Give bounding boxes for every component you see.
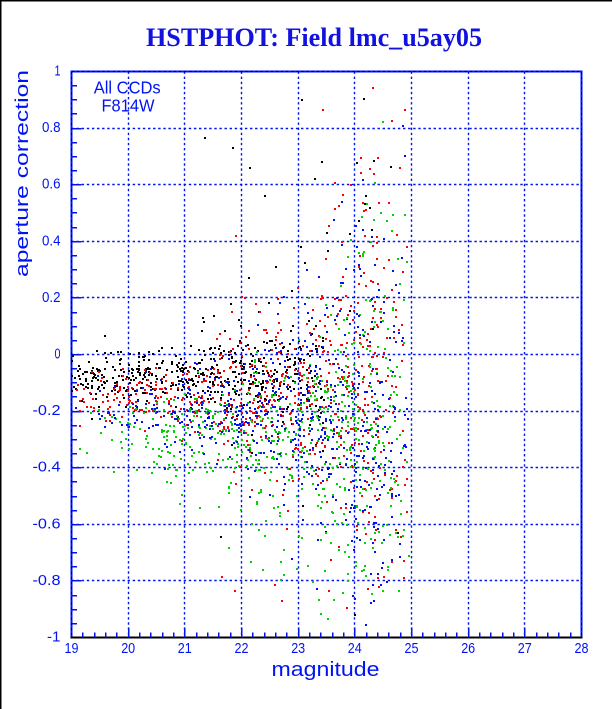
svg-text:-0.8: -0.8 (33, 573, 61, 589)
svg-text:23: 23 (291, 641, 305, 657)
svg-text:0.2: 0.2 (42, 290, 61, 306)
svg-text:F814W: F814W (102, 96, 155, 116)
svg-text:28: 28 (575, 641, 589, 657)
svg-text:-0.4: -0.4 (33, 460, 61, 476)
svg-text:0.4: 0.4 (42, 233, 61, 249)
svg-text:25: 25 (405, 641, 419, 657)
svg-text:22: 22 (235, 641, 249, 657)
svg-text:24: 24 (348, 641, 362, 657)
svg-text:aperture correction: aperture correction (12, 70, 32, 277)
svg-text:20: 20 (121, 641, 135, 657)
svg-text:1: 1 (55, 64, 61, 80)
svg-text:HSTPHOT: Field lmc_u5ay05: HSTPHOT: Field lmc_u5ay05 (146, 22, 482, 52)
svg-text:19: 19 (65, 641, 79, 657)
svg-text:-1: -1 (47, 630, 61, 646)
svg-text:0.6: 0.6 (42, 177, 61, 193)
svg-text:21: 21 (178, 641, 192, 657)
svg-text:All CCDs: All CCDs (94, 78, 161, 98)
svg-text:27: 27 (518, 641, 532, 657)
svg-text:-0.6: -0.6 (33, 516, 61, 532)
svg-text:magnitude: magnitude (272, 659, 380, 681)
svg-text:0: 0 (55, 347, 61, 363)
svg-text:26: 26 (461, 641, 475, 657)
svg-text:-0.2: -0.2 (33, 403, 61, 419)
svg-text:0.8: 0.8 (42, 120, 61, 136)
